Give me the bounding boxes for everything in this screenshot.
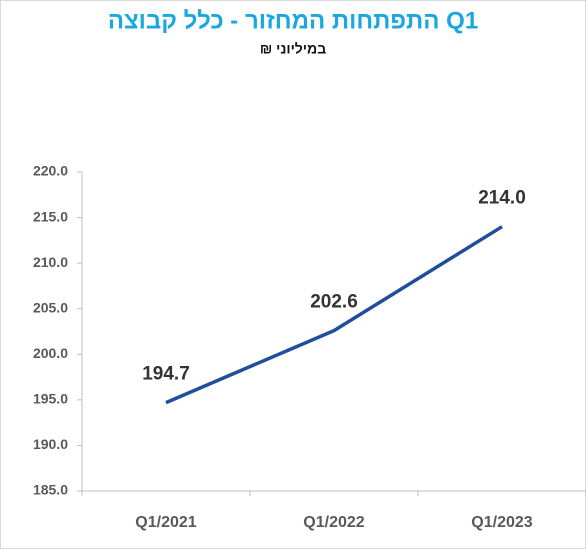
y-tick-label: 210.0 — [33, 254, 68, 270]
data-label: 214.0 — [478, 188, 526, 209]
y-tick-label: 195.0 — [33, 391, 68, 407]
x-tick-label: Q1/2021 — [135, 514, 196, 531]
y-tick-label: 215.0 — [33, 208, 68, 224]
x-tick-label: Q1/2023 — [471, 514, 532, 531]
data-label: 202.6 — [310, 292, 358, 313]
line — [165, 225, 503, 405]
y-tick-label: 205.0 — [33, 299, 68, 315]
y-tick-label: 200.0 — [33, 345, 68, 361]
y-tick-label: 185.0 — [33, 482, 68, 498]
data-label: 194.7 — [142, 364, 190, 385]
y-tick-label: 220.0 — [33, 163, 68, 179]
chart-title: Q1 התפתחות המחזור - כלל קבוצה — [108, 7, 478, 34]
chart-subtitle: במיליוני ₪ — [260, 41, 326, 57]
x-tick-label: Q1/2022 — [303, 514, 364, 531]
y-tick-label: 190.0 — [33, 436, 68, 452]
